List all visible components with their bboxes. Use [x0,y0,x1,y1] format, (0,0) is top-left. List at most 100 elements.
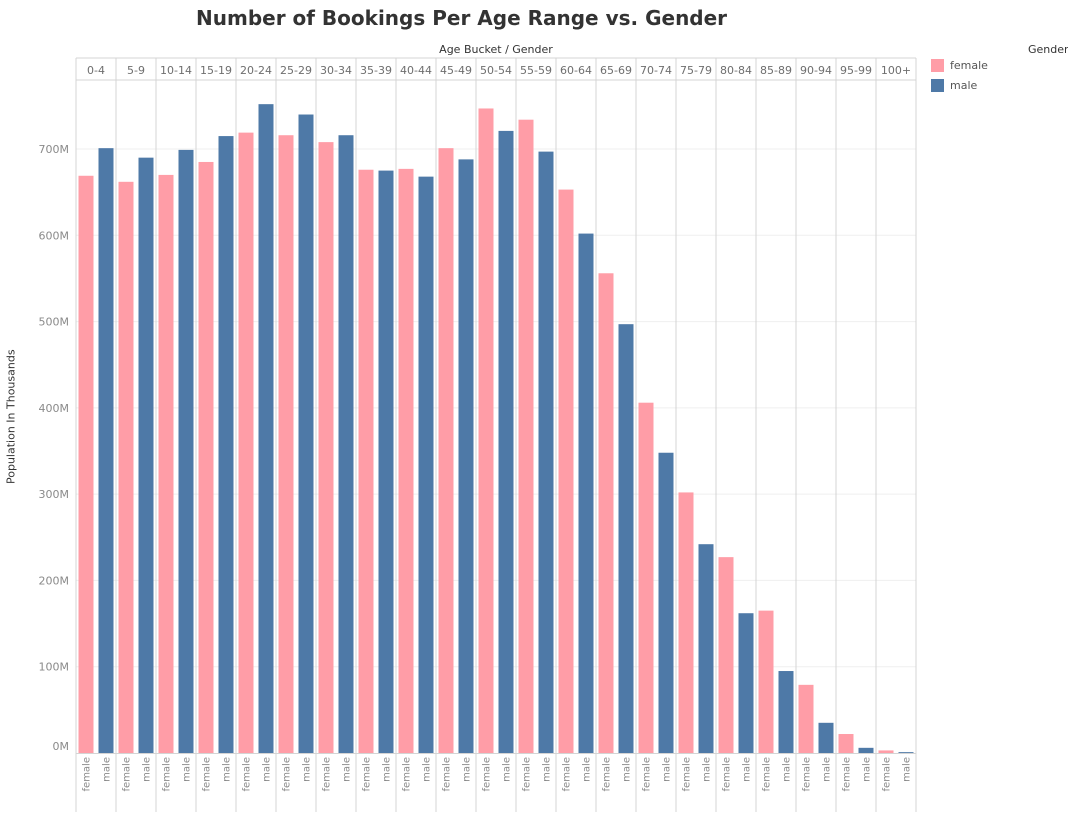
y-tick-label: 100M [39,661,70,674]
category-label: 15-19 [200,64,232,77]
bar-female [158,174,174,753]
bar-female [238,132,254,753]
bar-female [838,734,854,753]
y-tick-label: 700M [39,143,70,156]
bar-male [818,722,834,753]
bar-male [738,613,754,753]
bar-male [218,136,234,754]
gender-label-female: female [402,757,413,791]
bar-male [498,130,514,754]
legend-swatch-male [931,79,944,92]
bar-female [318,142,334,754]
category-label: 25-29 [280,64,312,77]
category-label: 70-74 [640,64,672,77]
bar-female [398,168,414,754]
gender-label-male: male [582,757,593,782]
bar-male [98,148,114,753]
bar-male [618,324,634,753]
category-label: 95-99 [840,64,872,77]
bar-male [778,671,794,753]
gender-label-male: male [182,757,193,782]
column-header: Age Bucket / Gender [439,43,553,56]
bar-female [518,119,534,753]
bar-male [458,159,474,753]
bar-male [338,135,354,753]
gender-label-female: female [762,757,773,791]
category-label: 0-4 [87,64,105,77]
category-label: 55-59 [520,64,552,77]
gender-label-male: male [302,757,313,782]
gender-label-female: female [162,757,173,791]
gender-label-male: male [422,757,433,782]
category-label: 85-89 [760,64,792,77]
gender-label-male: male [382,757,393,782]
bar-male [658,452,674,753]
legend-label-female: female [950,59,988,72]
legend-title: Gender [1028,43,1068,56]
gender-label-male: male [142,757,153,782]
category-label: 10-14 [160,64,192,77]
legend-swatch-female [931,59,944,72]
category-label: 60-64 [560,64,592,77]
bar-male [178,149,194,754]
y-tick-label: 200M [39,574,70,587]
category-label: 80-84 [720,64,752,77]
gender-label-female: female [882,757,893,791]
gender-label-female: female [722,757,733,791]
gender-label-female: female [442,757,453,791]
bar-female [358,169,374,753]
bar-male [858,747,874,753]
gender-label-male: male [262,757,273,782]
gender-label-female: female [282,757,293,791]
gender-label-female: female [802,757,813,791]
bar-male [898,752,914,753]
bar-male [138,157,154,754]
category-label: 65-69 [600,64,632,77]
bar-female [718,557,734,753]
gender-label-female: female [362,757,373,791]
bar-female [638,402,654,753]
gender-label-female: female [522,757,533,791]
bar-female [798,684,814,753]
y-tick-label: 400M [39,402,70,415]
category-label: 90-94 [800,64,832,77]
y-tick-label: 600M [39,229,70,242]
gender-label-female: female [242,757,253,791]
y-tick-label: 500M [39,316,70,329]
gender-label-female: female [482,757,493,791]
gender-label-male: male [742,757,753,782]
bar-male [538,151,554,753]
gender-label-male: male [822,757,833,782]
bar-female [758,610,774,753]
gender-label-male: male [102,757,113,782]
gender-label-female: female [602,757,613,791]
bar-female [198,161,214,753]
category-label: 30-34 [320,64,352,77]
category-label: 20-24 [240,64,272,77]
gender-label-male: male [542,757,553,782]
gender-label-male: male [902,757,913,782]
bar-female [278,135,294,753]
category-label: 50-54 [480,64,512,77]
gender-label-female: female [842,757,853,791]
gender-label-male: male [222,757,233,782]
bar-female [78,175,94,753]
gender-label-female: female [322,757,333,791]
gender-label-male: male [782,757,793,782]
gender-label-female: female [682,757,693,791]
gender-label-male: male [622,757,633,782]
gender-label-male: male [462,757,473,782]
bar-female [438,148,454,753]
category-label: 40-44 [400,64,432,77]
gender-label-male: male [702,757,713,782]
bar-male [298,114,314,753]
bar-male [378,170,394,753]
gender-label-female: female [642,757,653,791]
bar-female [118,181,134,754]
bar-female [678,492,694,753]
category-label: 100+ [881,64,911,77]
category-label: 35-39 [360,64,392,77]
bar-female [598,273,614,753]
legend-label-male: male [950,79,978,92]
